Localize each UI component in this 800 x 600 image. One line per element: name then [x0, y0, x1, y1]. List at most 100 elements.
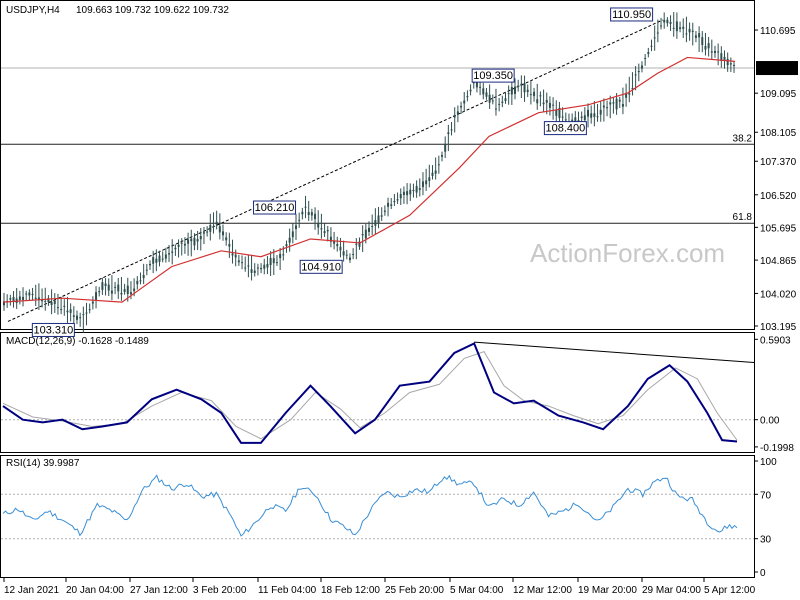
candle-body	[326, 230, 329, 232]
price-tick-label: 110.695	[760, 26, 796, 37]
candle-body	[180, 242, 183, 244]
candle-body	[310, 212, 313, 216]
price-tick-label: 106.520	[760, 191, 797, 202]
candle-body	[285, 244, 288, 246]
x-tick-label: 12 Mar 12:00	[513, 585, 572, 596]
candle-body	[269, 257, 272, 266]
macd-layer	[1, 341, 755, 444]
candle-body	[148, 263, 151, 266]
candle-body	[120, 292, 123, 295]
candle-body	[155, 258, 158, 263]
price-tick-label: 105.695	[760, 223, 797, 234]
price-annotation-label: 108.400	[545, 123, 585, 135]
candle-body	[526, 89, 529, 93]
candle-body	[187, 239, 190, 244]
candle-body	[114, 286, 117, 288]
candle-body	[260, 267, 263, 270]
candle-body	[561, 116, 564, 118]
price-header-ohlc: 109.663 109.732 109.622 109.732	[76, 5, 229, 16]
candle-body	[91, 301, 94, 304]
x-tick-label: 12 Jan 2021	[4, 585, 59, 596]
candle-body	[450, 129, 453, 131]
current-price-tag	[756, 61, 798, 76]
candle-body	[53, 300, 56, 304]
candle-body	[558, 107, 561, 118]
candle-body	[593, 113, 596, 117]
candle-body	[69, 309, 72, 313]
price-tick-label: 104.020	[760, 289, 797, 300]
candle-body	[634, 74, 637, 76]
candle-body	[529, 94, 532, 96]
candle-body	[640, 65, 643, 69]
x-tick-label: 5 Apr 12:00	[704, 585, 756, 596]
macd-line	[2, 342, 738, 444]
candle-body	[609, 102, 612, 105]
candle-body	[79, 317, 82, 319]
candle-body	[336, 244, 339, 247]
candle-body	[612, 102, 615, 104]
candle-body	[698, 33, 701, 38]
candle-body	[85, 312, 88, 314]
candle-body	[539, 95, 542, 97]
candle-body	[469, 89, 472, 92]
price-tick-label: 104.865	[760, 256, 797, 267]
x-tick-label: 25 Feb 20:00	[385, 585, 444, 596]
candle-body	[402, 191, 405, 196]
candle-body	[279, 253, 282, 259]
x-tick-label: 20 Jan 04:00	[66, 585, 124, 596]
macd-panel-frame	[0, 332, 755, 453]
candle-body	[126, 285, 129, 294]
candle-body	[434, 170, 437, 174]
moving-average-line	[2, 56, 736, 303]
candle-body	[266, 263, 269, 268]
candle-body	[101, 282, 104, 290]
price-annotation-box	[471, 68, 515, 83]
price-annotation-box	[31, 322, 75, 337]
candle-body	[631, 88, 634, 90]
candle-body	[542, 102, 545, 105]
candle-body	[202, 232, 205, 234]
candle-body	[314, 213, 317, 220]
candle-body	[355, 243, 358, 245]
price-annotation-box	[543, 121, 587, 136]
candle-body	[333, 240, 336, 244]
candle-body	[206, 231, 209, 233]
candle-body	[168, 253, 171, 255]
x-tick-label: 5 Mar 04:00	[450, 585, 504, 596]
candle-body	[494, 108, 497, 110]
candle-body	[222, 231, 225, 236]
price-tick-label: 107.370	[760, 157, 797, 168]
candle-body	[371, 226, 374, 228]
current-price-label: 109.732	[759, 64, 796, 75]
candle-body	[225, 237, 228, 241]
candle-body	[250, 269, 253, 273]
rsi-line	[2, 474, 738, 537]
candle-body	[9, 298, 12, 300]
candle-body	[193, 237, 196, 246]
candle-body	[444, 144, 447, 152]
candle-body	[317, 223, 320, 228]
candle-body	[421, 181, 424, 188]
candle-body	[263, 264, 266, 269]
price-panel-frame	[0, 0, 755, 330]
candle-body	[145, 269, 148, 271]
candle-body	[50, 302, 53, 306]
macd-tick-label: 0.00	[760, 416, 780, 427]
candle-body	[656, 32, 659, 34]
candle-body	[98, 291, 101, 293]
candle-body	[66, 310, 69, 313]
candle-body	[272, 258, 275, 264]
candle-body	[688, 28, 691, 33]
candle-body	[637, 70, 640, 73]
candle-body	[244, 267, 247, 269]
candle-body	[447, 132, 450, 135]
candle-body	[199, 236, 202, 240]
candle-body	[291, 231, 294, 238]
candle-body	[412, 189, 415, 192]
candle-body	[28, 292, 31, 296]
candle-body	[63, 305, 66, 307]
candle-body	[142, 274, 145, 279]
price-tick-label: 108.105	[760, 128, 797, 139]
price-annotation-label: 109.350	[473, 70, 513, 82]
candle-body	[590, 113, 593, 118]
